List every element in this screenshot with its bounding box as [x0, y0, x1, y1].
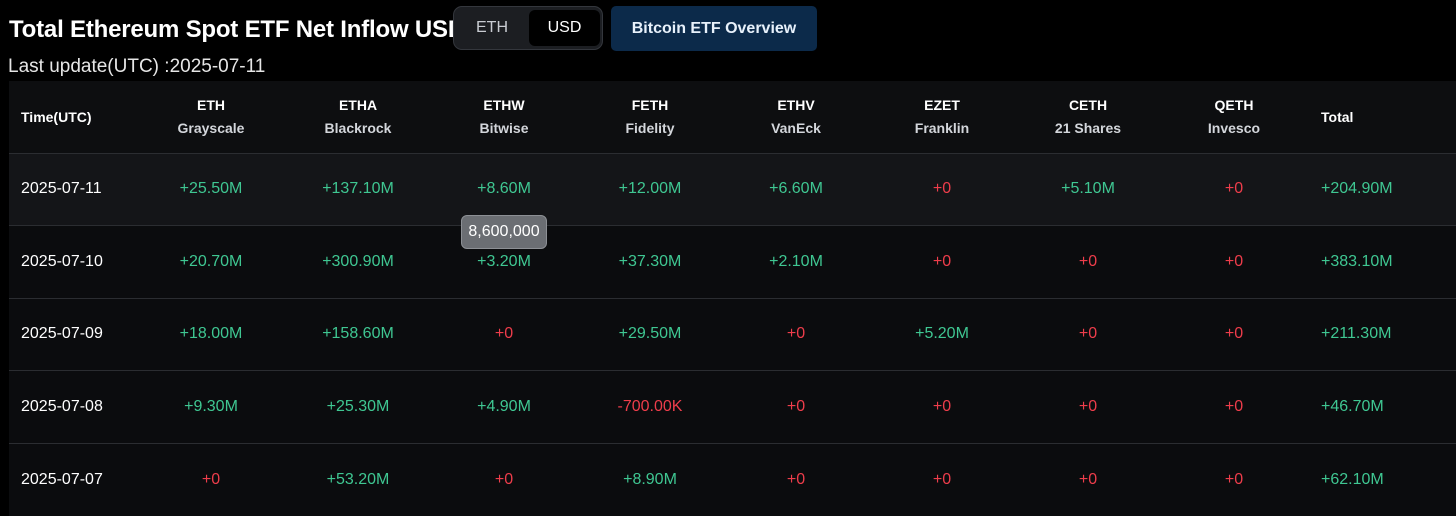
flow-cell[interactable]: +5.10M: [1061, 180, 1115, 198]
column-issuer: Fidelity: [625, 119, 675, 136]
table-row[interactable]: 2025-07-07 +0 +53.20M +0 +8.90M +0 +0 +0 +0 +62.1…: [9, 443, 1456, 516]
column-header-ceth: CETH 21 Shares: [1015, 81, 1161, 153]
row-total: +211.30M: [1321, 325, 1392, 343]
flow-cell[interactable]: +0: [494, 470, 514, 488]
flow-cell[interactable]: +0: [1224, 397, 1244, 415]
flow-cell[interactable]: -700.00K: [617, 397, 683, 415]
flow-cell[interactable]: +5.20M: [915, 325, 969, 343]
toggle-eth-button[interactable]: ETH: [476, 19, 508, 36]
column-issuer: Franklin: [914, 119, 970, 136]
column-ticker: CETH: [1068, 96, 1108, 113]
table-row[interactable]: 2025-07-09 +18.00M +158.60M +0 +29.50M +0 +5.2…: [9, 298, 1456, 371]
flow-cell[interactable]: +0: [932, 470, 952, 488]
column-header-total: Total: [1321, 108, 1354, 125]
flow-cell[interactable]: +8.90M: [623, 470, 677, 488]
flow-cell[interactable]: +300.90M: [322, 252, 394, 270]
row-total: +383.10M: [1321, 252, 1393, 270]
column-ticker: FETH: [631, 96, 669, 113]
column-ticker: QETH: [1214, 96, 1254, 113]
column-issuer: Blackrock: [324, 119, 392, 136]
flow-cell[interactable]: +4.90M: [477, 397, 531, 415]
flow-cell[interactable]: +12.00M: [618, 180, 682, 198]
flow-cell[interactable]: +9.30M: [184, 397, 238, 415]
row-date: 2025-07-08: [21, 397, 103, 415]
page-title: Total Ethereum Spot ETF Net Inflow USD: [9, 16, 465, 43]
flow-cell[interactable]: +29.50M: [618, 325, 682, 343]
flow-cell[interactable]: +8.60M: [477, 180, 531, 198]
row-total: +46.70M: [1321, 397, 1384, 415]
flow-cell[interactable]: +137.10M: [322, 180, 394, 198]
etf-flow-table: Time(UTC) ETH Grayscale ETHA Blackrock ETHW B…: [9, 81, 1456, 516]
column-header-time: Time(UTC): [21, 108, 92, 125]
flow-cell[interactable]: +0: [1224, 252, 1244, 270]
column-issuer: VanEck: [771, 119, 821, 136]
flow-cell[interactable]: +0: [1224, 180, 1244, 198]
flow-cell[interactable]: +0: [786, 397, 806, 415]
flow-cell[interactable]: +0: [932, 180, 952, 198]
flow-cell[interactable]: +0: [1078, 325, 1098, 343]
row-date: 2025-07-09: [21, 325, 103, 343]
column-ticker: ETHW: [483, 96, 525, 113]
value-tooltip: 8,600,000: [461, 215, 547, 249]
column-issuer: Bitwise: [479, 119, 529, 136]
toggle-usd-button[interactable]: USD: [529, 10, 600, 46]
flow-cell[interactable]: +53.20M: [326, 470, 390, 488]
last-update-text: Last update(UTC) :2025-07-11: [8, 56, 266, 77]
flow-cell[interactable]: +0: [1078, 252, 1098, 270]
flow-cell[interactable]: +3.20M: [477, 252, 531, 270]
column-header-feth: FETH Fidelity: [577, 81, 723, 153]
table-header-row: Time(UTC) ETH Grayscale ETHA Blackrock ETHW B…: [9, 81, 1456, 153]
flow-cell[interactable]: +0: [932, 252, 952, 270]
column-header-qeth: QETH Invesco: [1161, 81, 1307, 153]
flow-cell[interactable]: +0: [786, 325, 806, 343]
column-header-ethw: ETHW Bitwise: [431, 81, 577, 153]
row-total: +62.10M: [1321, 470, 1384, 488]
flow-cell[interactable]: +0: [1078, 470, 1098, 488]
flow-cell[interactable]: +0: [1224, 470, 1244, 488]
column-ticker: ETHA: [338, 96, 378, 113]
bitcoin-etf-overview-button[interactable]: Bitcoin ETF Overview: [611, 6, 817, 51]
flow-cell[interactable]: +0: [932, 397, 952, 415]
column-header-etha: ETHA Blackrock: [285, 81, 431, 153]
flow-cell[interactable]: +20.70M: [179, 252, 243, 270]
column-issuer: Invesco: [1207, 119, 1261, 136]
unit-toggle: ETH USD: [453, 6, 603, 50]
row-date: 2025-07-11: [21, 180, 102, 198]
column-issuer: 21 Shares: [1054, 119, 1122, 136]
column-ticker: ETHV: [777, 96, 815, 113]
column-header-eth: ETH Grayscale: [137, 81, 285, 153]
flow-cell[interactable]: +0: [201, 470, 221, 488]
table-row[interactable]: 2025-07-08 +9.30M +25.30M +4.90M -700.00K +0 +…: [9, 370, 1456, 444]
flow-cell[interactable]: +0: [494, 325, 514, 343]
flow-cell[interactable]: +25.50M: [179, 180, 243, 198]
column-issuer: Grayscale: [177, 119, 245, 136]
flow-cell[interactable]: +2.10M: [769, 252, 823, 270]
column-ticker: EZET: [924, 96, 960, 113]
flow-cell[interactable]: +0: [786, 470, 806, 488]
column-header-ethv: ETHV VanEck: [723, 81, 869, 153]
table-row[interactable]: 2025-07-11 +25.50M +137.10M +8.60M +12.00M +6…: [9, 153, 1456, 226]
flow-cell[interactable]: +37.30M: [618, 252, 682, 270]
row-total: +204.90M: [1321, 180, 1393, 198]
flow-cell[interactable]: +25.30M: [326, 397, 390, 415]
column-ticker: ETH: [197, 96, 225, 113]
table-row[interactable]: 2025-07-10 +20.70M +300.90M +3.20M +37.30M +2…: [9, 225, 1456, 299]
flow-cell[interactable]: +0: [1078, 397, 1098, 415]
flow-cell[interactable]: +6.60M: [769, 180, 823, 198]
flow-cell[interactable]: +0: [1224, 325, 1244, 343]
row-date: 2025-07-10: [21, 252, 103, 270]
column-header-ezet: EZET Franklin: [869, 81, 1015, 153]
flow-cell[interactable]: +158.60M: [322, 325, 394, 343]
row-date: 2025-07-07: [21, 470, 103, 488]
flow-cell[interactable]: +18.00M: [179, 325, 243, 343]
